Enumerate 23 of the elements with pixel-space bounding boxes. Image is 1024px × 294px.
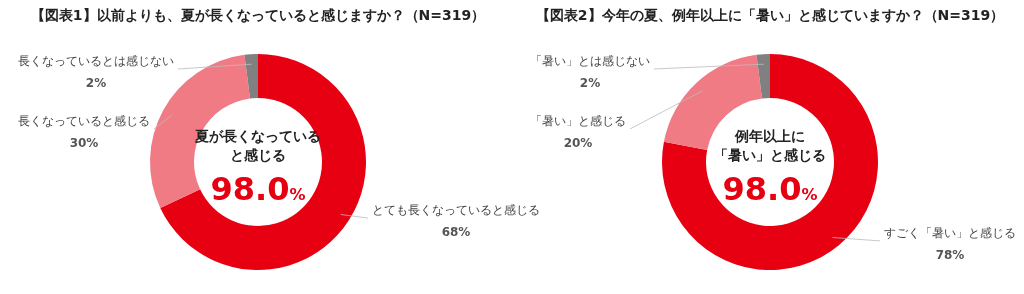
text: 98.0% — [722, 170, 818, 208]
donut-slice — [662, 54, 878, 270]
slice-label: 「暑い」と感じる — [530, 113, 626, 128]
slice-label: 長くなっているとは感じない — [18, 53, 174, 68]
data-label: 78% — [935, 247, 965, 262]
data-label: 2% — [579, 75, 601, 90]
slice-label: 「暑い」とは感じない — [530, 53, 650, 68]
text: と感じる — [230, 147, 286, 163]
slice-label: 長くなっていると感じる — [18, 113, 150, 128]
data-label: 20% — [563, 135, 593, 150]
slice-label: すごく「暑い」と感じる — [884, 225, 1016, 240]
donut-slice — [244, 54, 258, 99]
text: 「暑い」と感じる — [714, 147, 826, 163]
text: 例年以上に — [734, 128, 805, 144]
data-label: 2% — [85, 75, 107, 90]
donut-slice — [160, 54, 366, 270]
text: 98.0% — [210, 170, 306, 208]
slice-label: とても長くなっていると感じる — [372, 203, 540, 218]
chart-title: 【図表2】今年の夏、例年以上に「暑い」と感じていますか？（N=319） — [535, 7, 1005, 23]
chart-title: 【図表1】以前よりも、夏が長くなっていると感じますか？（N=319） — [30, 7, 486, 23]
donut-slice — [756, 54, 770, 99]
data-label: 68% — [441, 225, 471, 240]
data-label: 30% — [69, 135, 99, 150]
